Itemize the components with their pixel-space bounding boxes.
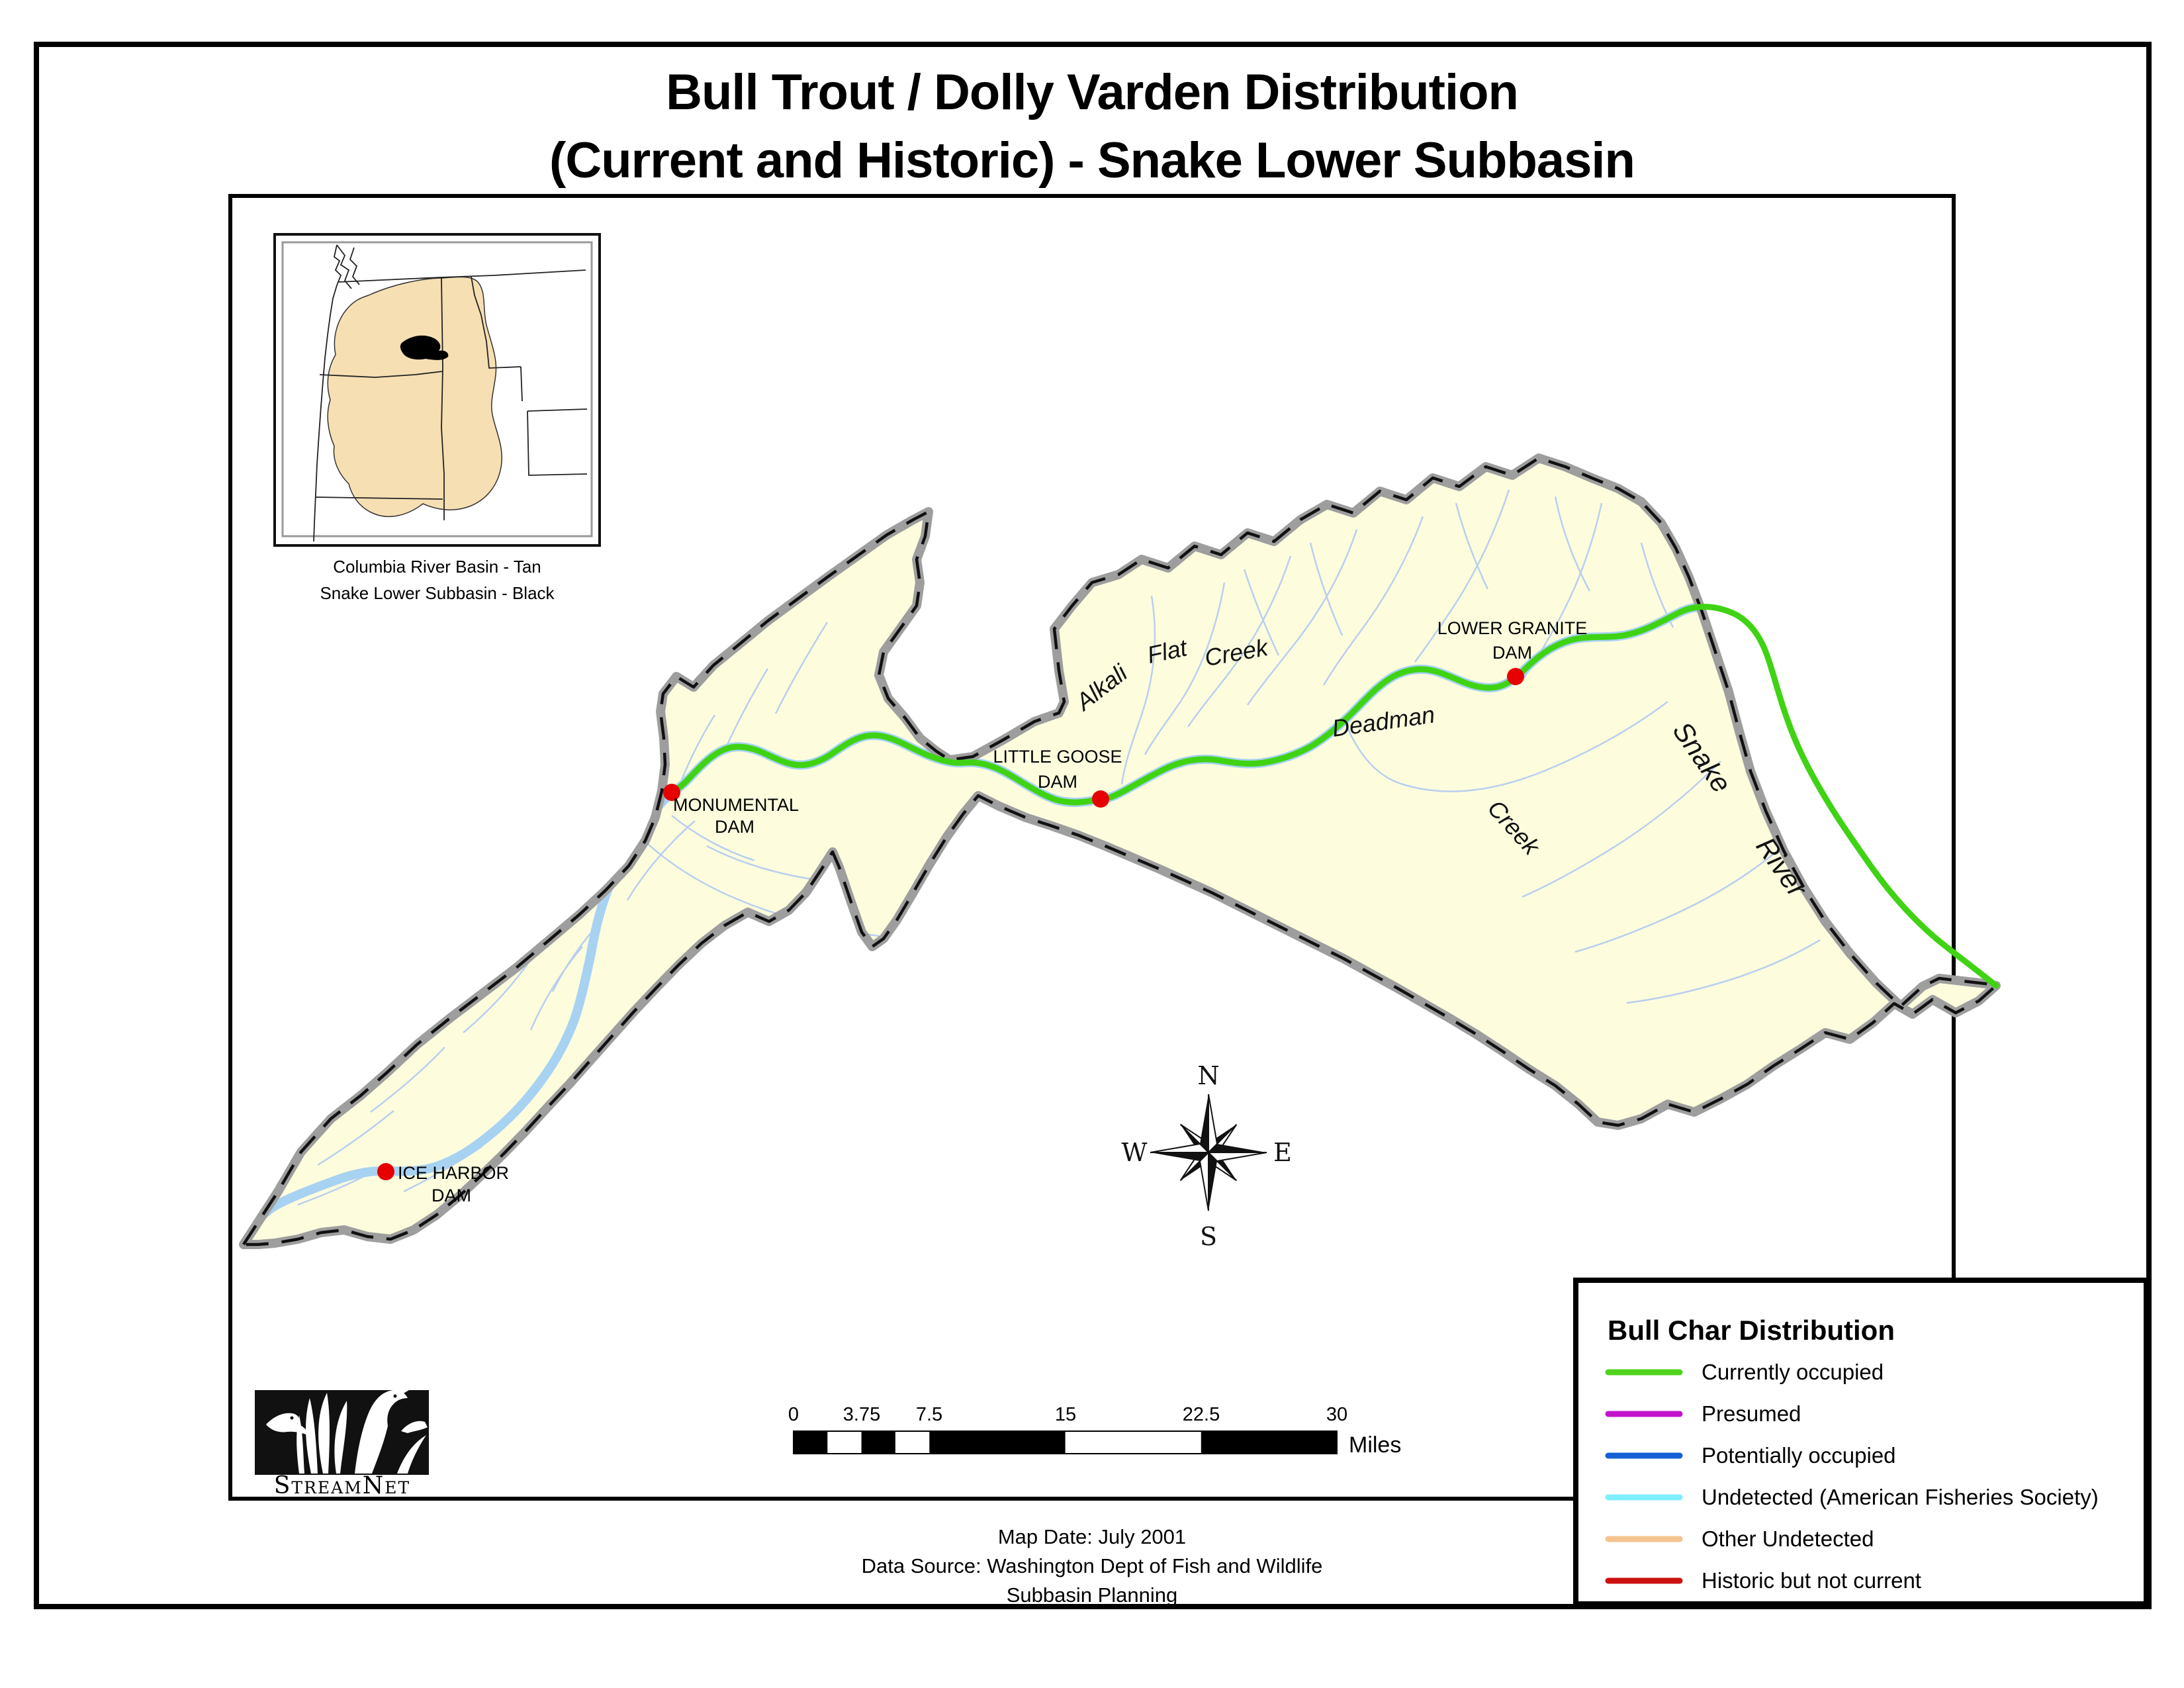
inset-map-canvas [281,241,593,542]
map-title-line1: Bull Trout / Dolly Varden Distribution [666,64,1519,120]
inset-state-lines [313,244,588,542]
compass-w-label: W [1121,1138,1147,1167]
map-frame [228,194,1956,1501]
dam-label: LITTLE GOOSE [993,747,1122,767]
dam-label: DAM [432,1186,471,1205]
legend-item: Historic but not current [1578,1566,2144,1595]
map-title: Bull Trout / Dolly Varden Distribution (… [0,58,2184,195]
legend-swatch-potentially-occupied [1605,1452,1683,1459]
compass-star [1150,1094,1267,1211]
scale-tick-label: 15 [1055,1404,1076,1425]
footer-data-source: Data Source: Washington Dept of Fish and… [861,1554,1323,1578]
legend-swatch-presumed [1605,1411,1683,1417]
legend-item: Potentially occupied [1578,1441,2144,1470]
compass-e-label: E [1273,1138,1292,1167]
inset-caption-line1: Columbia River Basin - Tan [333,557,541,577]
lower-granite-dam-dot [1507,668,1524,685]
dam-label: DAM [715,817,754,837]
inset-inner-border [281,241,593,538]
inset-columbia-basin [327,276,502,518]
legend-item: Presumed [1578,1399,2144,1429]
footer-subbasin-planning: Subbasin Planning [1006,1583,1178,1607]
inset-caption-line2: Snake Lower Subbasin - Black [320,583,555,604]
scale-bar: 0 3.75 7.5 15 22.5 30 Miles [788,1404,1401,1458]
inset-snake-lower-subbasin [400,335,449,360]
scale-tick-label: 0 [788,1404,799,1425]
legend-label: Undetected (American Fisheries Society) [1702,1485,2099,1509]
dam-label: LOWER GRANITE [1437,618,1588,638]
legend-title: Bull Char Distribution [1608,1315,1895,1346]
map-title-line2: (Current and Historic) - Snake Lower Sub… [549,132,1635,189]
dam-label: MONUMENTAL [673,795,799,815]
streamnet-logo-art [266,1382,428,1474]
little-goose-dam-dot [1092,790,1109,808]
scale-tick-label: 30 [1326,1404,1347,1425]
compass-rose: N E S W [1121,1061,1291,1251]
inset-caption: Columbia River Basin - Tan Snake Lower S… [273,553,601,607]
legend-label: Historic but not current [1702,1568,1921,1593]
compass-n-label: N [1197,1061,1219,1090]
legend-swatch-currently-occupied [1605,1369,1683,1376]
streamnet-logo-text: StreamNet [274,1472,411,1499]
legend-item: Other Undetected [1578,1524,2144,1554]
legend-label: Potentially occupied [1702,1443,1896,1468]
scale-tick-label: 3.75 [843,1404,880,1425]
scale-tick-label: 22.5 [1183,1404,1220,1425]
legend-swatch-other-undetected [1605,1536,1683,1542]
scale-unit-label: Miles [1349,1432,1401,1458]
dam-label: DAM [1038,772,1077,792]
legend-swatch-undetected-afs [1605,1494,1683,1501]
stream-network [297,489,1821,1206]
map-footer: Map Date: July 2001 Data Source: Washing… [0,1523,2184,1610]
dam-label: DAM [1492,643,1532,663]
compass-s-label: S [1200,1222,1217,1251]
footer-map-date: Map Date: July 2001 [997,1525,1187,1548]
legend-swatch-historic [1605,1577,1683,1584]
legend-label: Other Undetected [1702,1526,1874,1551]
dam-dots [377,668,1524,1180]
ice-harbor-dam-dot [377,1163,394,1180]
legend-box: Bull Char Distribution Currently occupie… [1573,1278,2149,1607]
inset-locator-map [273,233,601,547]
scale-tick-label: 7.5 [916,1404,942,1425]
streamnet-logo: StreamNet [255,1382,429,1499]
legend-label: Presumed [1702,1401,1801,1426]
monumental-dam-dot [663,784,680,801]
dam-label: ICE HARBOR [398,1163,509,1183]
legend-item: Currently occupied [1578,1358,2144,1387]
legend-label: Currently occupied [1702,1360,1884,1384]
page-border [34,42,2152,1609]
legend-item: Undetected (American Fisheries Society) [1578,1483,2144,1512]
